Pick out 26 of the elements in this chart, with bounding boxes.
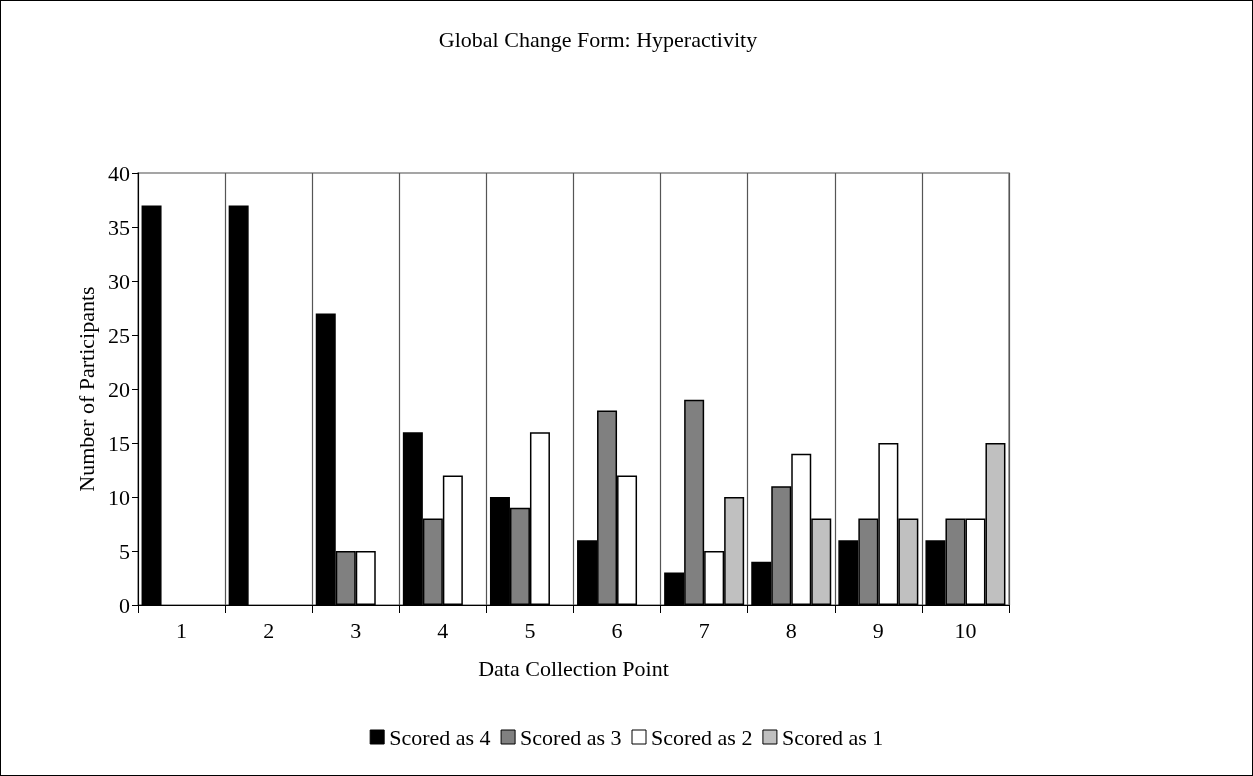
y-tick-label: 0: [119, 592, 130, 618]
x-tick-label: 9: [872, 617, 884, 643]
x-tick-label: 3: [350, 617, 362, 643]
y-tick-label: 30: [108, 268, 130, 294]
x-tick-label: 10: [954, 617, 977, 643]
legend-label: Scored as 4: [389, 724, 491, 750]
y-tick-label: 40: [108, 160, 130, 186]
x-axis-title: Data Collection Point: [478, 655, 669, 681]
x-tick-label: 5: [524, 617, 536, 643]
y-axis-title: Number of Participants: [73, 286, 99, 492]
x-tick-label: 2: [263, 617, 275, 643]
y-tick-label: 25: [108, 322, 130, 348]
y-tick-label: 5: [119, 538, 130, 564]
y-tick-label: 20: [108, 376, 130, 402]
legend-label: Scored as 2: [651, 724, 753, 750]
x-tick-label: 8: [785, 617, 797, 643]
x-tick-label: 7: [698, 617, 710, 643]
x-tick-label: 4: [437, 617, 449, 643]
chart-title: Global Change Form: Hyperactivity: [438, 26, 758, 52]
x-tick-label: 1: [176, 617, 188, 643]
y-tick-label: 15: [108, 430, 130, 456]
x-tick-label: 6: [611, 617, 623, 643]
y-tick-label: 35: [108, 214, 130, 240]
legend-label: Scored as 1: [781, 724, 884, 750]
y-tick-label: 10: [108, 484, 130, 510]
legend-label: Scored as 3: [520, 724, 622, 750]
